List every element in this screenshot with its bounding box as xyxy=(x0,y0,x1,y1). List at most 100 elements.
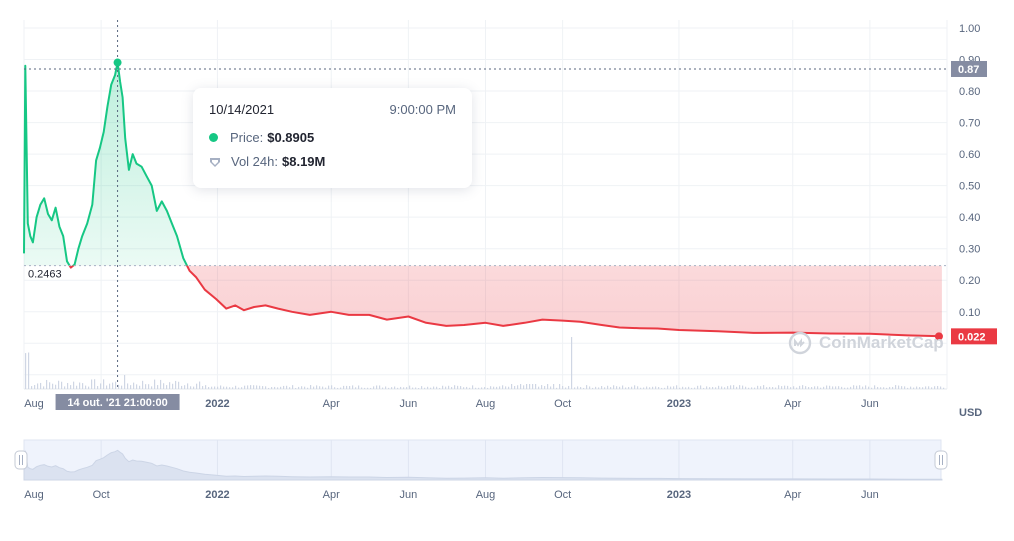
volume-bar xyxy=(775,387,777,389)
volume-bar xyxy=(625,387,627,389)
price-dot-icon xyxy=(209,133,218,142)
volume-bar xyxy=(142,380,144,389)
volume-bar xyxy=(187,383,189,389)
volume-bar xyxy=(208,387,210,389)
volume-bar xyxy=(799,385,801,389)
volume-bar xyxy=(547,384,549,389)
volume-bar xyxy=(937,386,939,389)
volume-bar xyxy=(685,387,687,389)
volume-bar xyxy=(676,385,678,389)
volume-bar xyxy=(811,386,813,389)
volume-bar xyxy=(553,384,555,389)
volume-bar xyxy=(97,386,99,389)
volume-bar xyxy=(274,386,276,389)
volume-bar xyxy=(712,386,714,389)
volume-bar xyxy=(817,386,819,389)
reference-price-label: 0.2463 xyxy=(28,269,62,281)
volume-bar xyxy=(70,385,72,389)
volume-bar xyxy=(730,385,732,389)
volume-bar xyxy=(610,387,612,389)
volume-bar xyxy=(277,387,279,389)
volume-bar xyxy=(535,384,537,389)
volume-bar xyxy=(79,382,81,389)
volume-bar xyxy=(388,387,390,389)
y-tick-label: 0.40 xyxy=(959,212,980,224)
volume-bar xyxy=(838,386,840,389)
volume-bar xyxy=(556,387,558,389)
volume-bar xyxy=(496,386,498,389)
volume-bar xyxy=(880,387,882,389)
volume-bar xyxy=(925,386,927,389)
volume-bar xyxy=(352,385,354,389)
volume-bar xyxy=(412,387,414,389)
price-line-down xyxy=(68,265,942,338)
price-area-up xyxy=(24,62,942,266)
volume-bar xyxy=(706,386,708,389)
volume-bar xyxy=(172,383,174,389)
volume-bar xyxy=(823,386,825,389)
volume-bar xyxy=(223,386,225,389)
y-tick-label: 0.90 xyxy=(959,55,980,67)
volume-bar xyxy=(76,385,78,389)
volume-bar xyxy=(601,386,603,389)
volume-bar xyxy=(577,386,579,389)
volume-bar xyxy=(253,385,255,389)
volume-bar xyxy=(343,385,345,389)
volume-bar xyxy=(523,385,525,389)
volume-bar xyxy=(406,387,408,389)
volume-bar xyxy=(499,386,501,389)
volume-bar xyxy=(661,387,663,389)
volume-bar xyxy=(379,385,381,389)
volume-bar xyxy=(118,384,120,389)
volume-bar xyxy=(664,387,666,389)
volume-bar xyxy=(574,387,576,389)
volume-bar xyxy=(631,386,633,389)
volume-bar xyxy=(25,353,27,389)
volume-bar xyxy=(703,387,705,389)
volume-bar xyxy=(244,385,246,389)
volume-bar xyxy=(649,387,651,389)
volume-bar xyxy=(931,387,933,389)
volume-bar xyxy=(397,387,399,389)
volume-bar xyxy=(325,387,327,389)
navigator-left-handle[interactable] xyxy=(14,450,28,470)
volume-bar xyxy=(457,385,459,389)
volume-bar xyxy=(460,386,462,389)
volume-bar xyxy=(73,381,75,389)
volume-bar xyxy=(688,386,690,389)
volume-bar xyxy=(103,379,105,389)
volume-bar xyxy=(91,379,93,389)
volume-bar xyxy=(283,385,285,389)
volume-bar xyxy=(571,337,573,389)
max-price-tag-label: 0.87 xyxy=(958,64,979,76)
volume-bar xyxy=(463,387,465,389)
volume-bar xyxy=(94,379,96,389)
volume-bar xyxy=(241,387,243,389)
volume-bar xyxy=(355,387,357,389)
volume-bar xyxy=(124,375,126,389)
tooltip-time: 9:00:00 PM xyxy=(389,102,457,117)
volume-bar xyxy=(370,387,372,389)
volume-bar xyxy=(133,382,135,389)
volume-bar xyxy=(154,379,156,389)
navigator-right-handle[interactable] xyxy=(934,450,948,470)
volume-bar xyxy=(40,382,42,389)
volume-bar xyxy=(541,385,543,389)
volume-bar xyxy=(805,386,807,389)
volume-bar xyxy=(121,385,123,389)
volume-bar xyxy=(127,383,129,389)
volume-bar xyxy=(640,387,642,389)
price-line-up xyxy=(23,61,189,266)
volume-bar xyxy=(424,387,426,389)
volume-bar xyxy=(313,386,315,389)
volume-bar xyxy=(850,386,852,389)
volume-bar xyxy=(265,386,267,389)
volume-bar xyxy=(841,386,843,389)
tooltip-price-value: $0.8905 xyxy=(267,130,315,145)
volume-bar xyxy=(442,385,444,389)
volume-bar xyxy=(715,387,717,389)
volume-bar xyxy=(385,386,387,389)
volume-bar xyxy=(508,386,510,389)
volume-bar xyxy=(184,385,186,389)
